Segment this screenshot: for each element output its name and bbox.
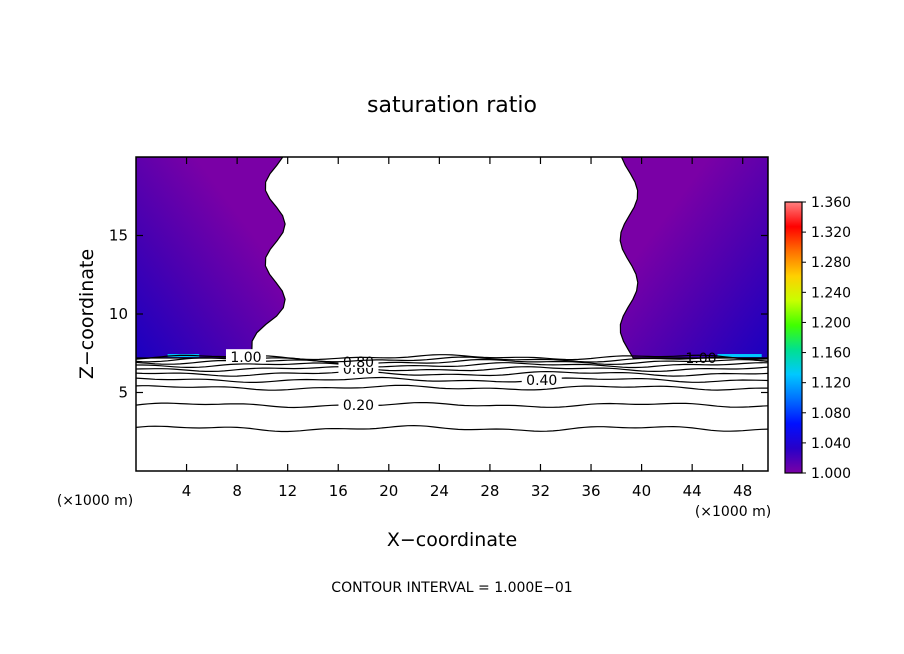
x-tick-label: 44 [683, 482, 702, 500]
x-tick-label: 40 [632, 482, 651, 500]
plot-area: 0.200.400.600.801.00 1.00 [136, 157, 768, 433]
contour-label-bg [338, 397, 379, 412]
colorbar-tick-label: 1.120 [811, 376, 851, 392]
contour-line [136, 384, 768, 391]
colorbar-tick-label: 1.240 [811, 285, 851, 301]
x-unit-label-right: (×1000 m) [695, 504, 771, 520]
y-tick-label: 15 [109, 227, 128, 245]
contour-interval-note: CONTOUR INTERVAL = 1.000E−01 [331, 580, 572, 596]
contour-line [136, 376, 768, 383]
contour-line [136, 402, 768, 409]
colorbar-tick-label: 1.320 [811, 225, 851, 241]
x-tick-label: 32 [531, 482, 550, 500]
shaded-regions [136, 157, 768, 359]
chart-title: saturation ratio [367, 93, 537, 118]
x-axis: 4 8 12 16 20 24 28 32 36 40 44 48 [182, 157, 752, 500]
contour-line [136, 366, 768, 373]
colorbar: 1.000 1.040 1.080 1.120 1.160 1.200 1.240 1.280… [784, 195, 851, 482]
colorbar-tick-label: 1.160 [811, 346, 851, 362]
contour-label: 0.20 [343, 398, 374, 414]
x-tick-label: 28 [480, 482, 499, 500]
contour-lines: 0.200.400.600.801.00 1.00 [136, 349, 768, 433]
colorbar-tick-label: 1.280 [811, 255, 851, 271]
contour-label-bg [521, 371, 562, 386]
contour-label: 1.00 [230, 350, 261, 366]
contour-label-bg [225, 349, 266, 364]
colorbar-tick-label: 1.000 [811, 466, 851, 482]
supersaturated-right [619, 157, 768, 359]
contour-line [136, 424, 768, 433]
contour-line [136, 362, 768, 369]
supersaturated-left [136, 157, 286, 359]
colorbar-scale [784, 201, 803, 474]
supersaturated-right-peak [717, 354, 762, 358]
x-tick-label: 8 [232, 482, 242, 500]
x-unit-label-left: (×1000 m) [57, 493, 133, 509]
x-tick-label: 36 [581, 482, 600, 500]
contour-label: 1.00 [685, 351, 716, 367]
colorbar-tick-label: 1.040 [811, 436, 851, 452]
y-axis: 5 10 15 [109, 227, 768, 402]
contour-label: 0.80 [343, 355, 374, 371]
contour-label: 0.40 [526, 373, 557, 389]
x-axis-label: X−coordinate [387, 529, 517, 551]
x-tick-label: 16 [329, 482, 348, 500]
y-axis-label: Z−coordinate [76, 249, 98, 379]
y-tick-label: 10 [109, 305, 128, 323]
colorbar-tick-label: 1.200 [811, 315, 851, 331]
x-tick-label: 20 [379, 482, 398, 500]
contour-line [136, 370, 768, 377]
x-tick-label: 12 [278, 482, 297, 500]
colorbar-tick-label: 1.360 [811, 195, 851, 211]
colorbar-tick-label: 1.080 [811, 406, 851, 422]
x-tick-label: 4 [182, 482, 192, 500]
x-tick-label: 24 [430, 482, 449, 500]
y-tick-label: 5 [118, 384, 128, 402]
x-tick-label: 48 [733, 482, 752, 500]
